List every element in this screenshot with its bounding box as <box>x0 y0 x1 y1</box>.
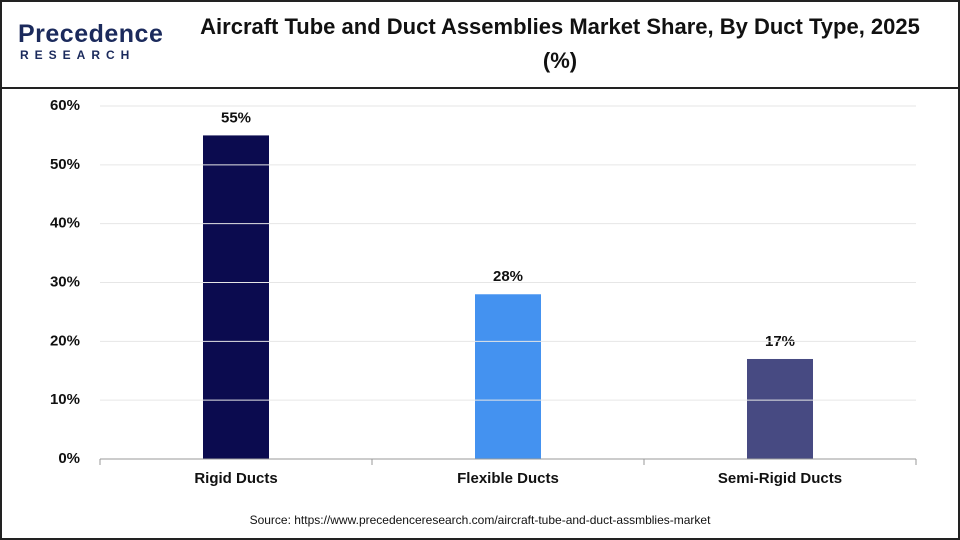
y-tick-label: 0% <box>58 450 80 467</box>
source-note: Source: https://www.precedenceresearch.c… <box>250 513 712 527</box>
bar <box>203 135 269 459</box>
data-label: 55% <box>221 109 251 126</box>
y-tick-label: 40% <box>50 215 80 232</box>
y-tick-label: 20% <box>50 332 80 349</box>
logo-name: Precedence <box>18 20 164 48</box>
x-tick-label: Semi-Rigid Ducts <box>718 470 842 487</box>
y-tick-label: 50% <box>50 156 80 173</box>
y-tick-label: 30% <box>50 273 80 290</box>
x-tick-label: Flexible Ducts <box>457 470 559 487</box>
chart-title: Aircraft Tube and Duct Assemblies Market… <box>200 14 920 73</box>
x-tick-label: Rigid Ducts <box>194 470 277 487</box>
bar <box>475 294 541 459</box>
y-tick-label: 10% <box>50 391 80 408</box>
bar <box>747 358 813 459</box>
y-tick-label: 60% <box>50 97 80 114</box>
data-label: 28% <box>493 268 523 285</box>
header-separator <box>0 87 960 89</box>
logo-tagline: RESEARCH <box>20 48 136 62</box>
